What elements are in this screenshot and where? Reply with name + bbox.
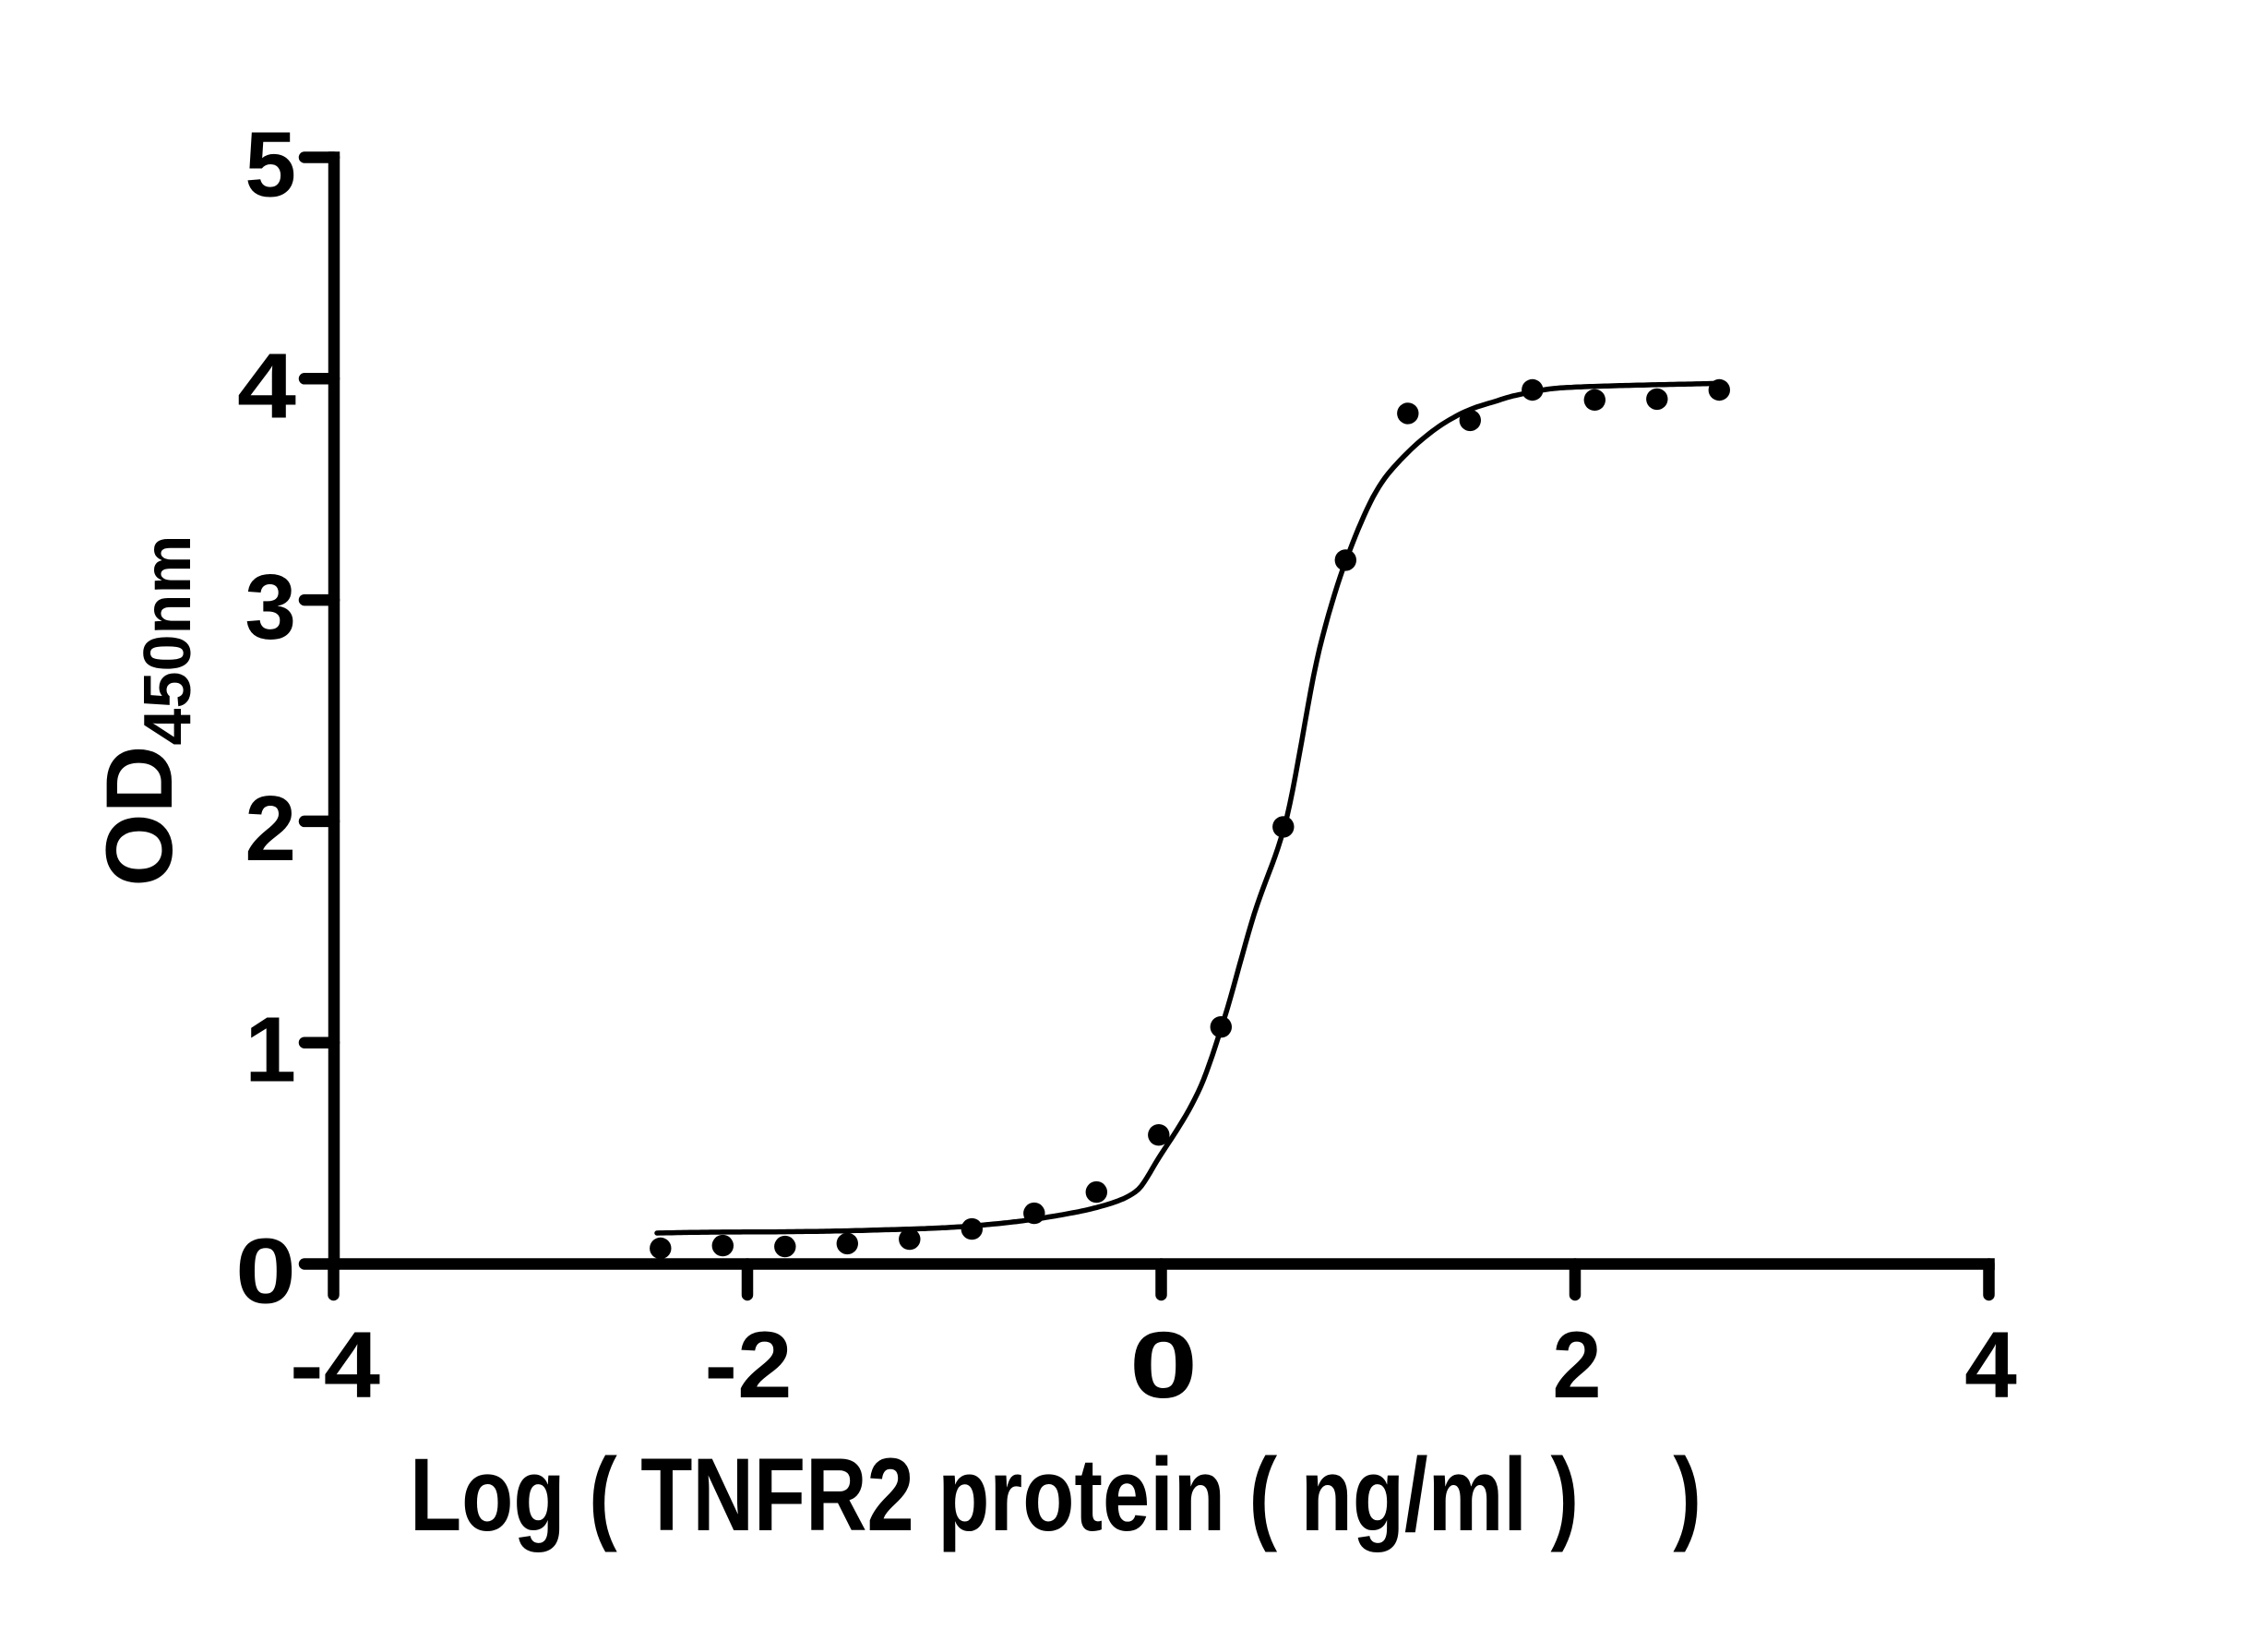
svg-text:4: 4 <box>237 334 296 437</box>
svg-text:1: 1 <box>245 999 296 1102</box>
svg-text:2: 2 <box>245 777 296 880</box>
svg-text:3: 3 <box>245 556 296 659</box>
svg-text:0: 0 <box>1129 1312 1198 1418</box>
svg-text:0: 0 <box>235 1220 296 1324</box>
svg-text:4: 4 <box>1964 1312 2017 1418</box>
svg-text:-2: -2 <box>705 1312 793 1418</box>
svg-text:5: 5 <box>245 114 296 217</box>
svg-text:-4: -4 <box>290 1312 380 1418</box>
svg-text:2: 2 <box>1553 1312 1602 1418</box>
svg-text:Log ( TNFR2 protein ( ng/ml ): Log ( TNFR2 protein ( ng/ml ) ) <box>410 1437 1701 1552</box>
